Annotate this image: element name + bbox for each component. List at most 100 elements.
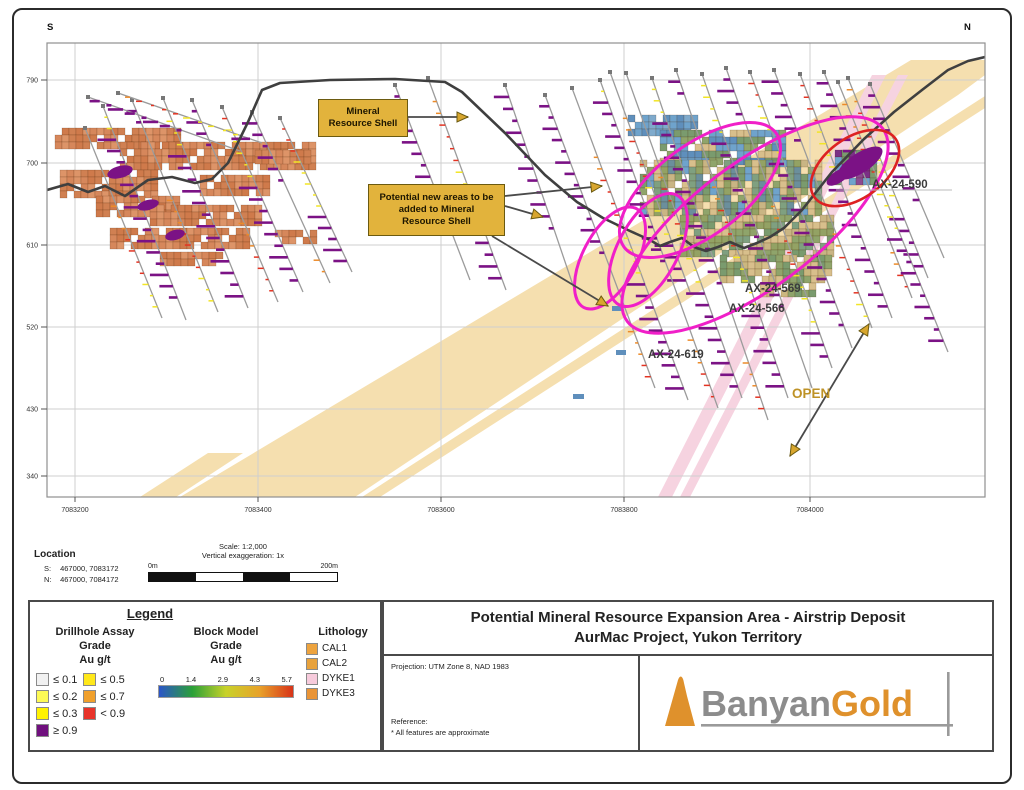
- block-model-cell: [680, 150, 689, 159]
- annotation-arrow: [491, 235, 609, 307]
- block-model-cell: [226, 218, 235, 227]
- lithology-swatch: [306, 642, 318, 655]
- block-model-cell: [688, 159, 697, 168]
- legend-item: CAL2: [306, 657, 380, 670]
- arrowhead: [589, 181, 604, 193]
- block-model-cell: [735, 228, 744, 237]
- block-model-cell: [124, 134, 133, 143]
- block-model-cell: [196, 141, 205, 150]
- block-model-cell: [747, 261, 756, 270]
- drillhole-collar: [846, 76, 850, 80]
- block-model-cell: [231, 155, 240, 164]
- legend-item: < 0.9: [83, 707, 125, 721]
- block-model-cell: [779, 201, 788, 210]
- block-model-cell: [648, 128, 657, 137]
- block-model-cell: [102, 209, 111, 218]
- block-model-cell: [158, 195, 167, 204]
- block-model-cell: [196, 155, 205, 164]
- block-model-cell: [228, 234, 237, 243]
- block-model-cell: [812, 221, 821, 230]
- grade-color-ramp: [158, 685, 294, 699]
- block-model-cell: [207, 241, 216, 250]
- block-model-cell: [147, 162, 156, 171]
- location-row-north: N: 467000, 7084172: [44, 575, 119, 585]
- block-model-cell: [693, 228, 702, 237]
- block-model-cell: [772, 187, 781, 196]
- block-model-cell: [130, 209, 139, 218]
- high-grade-blob: [165, 229, 185, 241]
- block-model-cell: [262, 181, 271, 190]
- block-model-cell: [131, 127, 140, 136]
- block-model-cell: [262, 188, 271, 197]
- block-model-cell: [163, 211, 172, 220]
- block-model-cell: [667, 180, 676, 189]
- block-model-cell: [227, 174, 236, 183]
- block-model-cell: [203, 148, 212, 157]
- legend-item: DYKE3: [306, 687, 380, 700]
- block-model-cell: [168, 141, 177, 150]
- block-model-cell: [700, 214, 709, 223]
- block-model-cell: [744, 173, 753, 182]
- block-model-cell: [184, 218, 193, 227]
- drillhole-trace: [251, 111, 331, 284]
- drillhole-trace: [701, 73, 813, 389]
- block-model-cell: [59, 169, 68, 178]
- block-model-cell: [170, 218, 179, 227]
- block-model-cell: [233, 218, 242, 227]
- block-model-cell: [191, 204, 200, 213]
- block-model-cell: [757, 136, 766, 145]
- block-model-cell: [156, 218, 165, 227]
- mineralized-band: [180, 60, 985, 497]
- drillhole-collar: [161, 96, 165, 100]
- block-model-cell: [235, 241, 244, 250]
- block-model-cell: [147, 155, 156, 164]
- block-model-cell: [109, 227, 118, 236]
- block-model-cell: [156, 204, 165, 213]
- y-axis-tick-label: 700: [26, 161, 38, 168]
- block-model-cell: [793, 159, 802, 168]
- block-model-cell: [59, 190, 68, 199]
- expansion-area-ellipse: [809, 128, 901, 208]
- block-model-cell: [275, 156, 284, 165]
- block-model-cell: [219, 204, 228, 213]
- block-model-cell: [254, 149, 263, 158]
- block-model-cell: [245, 141, 254, 150]
- block-model-cell: [648, 114, 657, 123]
- location-title: Location: [34, 549, 76, 560]
- block-model-cell: [288, 229, 297, 238]
- mineralized-band: [140, 453, 243, 497]
- block-model-cell: [308, 162, 317, 171]
- drillhole-collar: [650, 76, 654, 80]
- block-model-cell: [242, 234, 251, 243]
- block-model-cell: [757, 150, 766, 159]
- block-model-cell: [73, 169, 82, 178]
- lithology-swatch: [306, 687, 318, 700]
- drillhole-collar: [116, 91, 120, 95]
- block-model-cell: [203, 155, 212, 164]
- block-model-cell: [75, 127, 84, 136]
- grade-swatch: [83, 690, 97, 704]
- plot-layers: [47, 43, 985, 497]
- block-model-cell: [709, 159, 718, 168]
- block-model-cell: [763, 221, 772, 230]
- drillhole-label: AX-24-590: [872, 179, 928, 191]
- block-model-cell: [206, 188, 215, 197]
- block-model-cell: [173, 258, 182, 267]
- block-model-cell: [140, 155, 149, 164]
- block-model-cell: [158, 241, 167, 250]
- block-model-cell: [247, 204, 256, 213]
- title-line-1: Potential Mineral Resource Expansion Are…: [470, 608, 906, 626]
- block-model-cell: [238, 162, 247, 171]
- block-model-cell: [54, 141, 63, 150]
- block-model-cell: [289, 156, 298, 165]
- block-model-cell: [177, 204, 186, 213]
- block-model-cell: [716, 180, 725, 189]
- block-model-cell: [733, 268, 742, 277]
- block-model-cell: [303, 156, 312, 165]
- annotation-potential-new-areas: Potential new areas to be added to Miner…: [368, 184, 505, 236]
- block-model-cell: [309, 229, 318, 238]
- block-model-cell: [616, 350, 626, 355]
- block-model-cell: [855, 177, 864, 186]
- block-model-cell: [726, 275, 735, 284]
- block-model-cell: [627, 114, 636, 123]
